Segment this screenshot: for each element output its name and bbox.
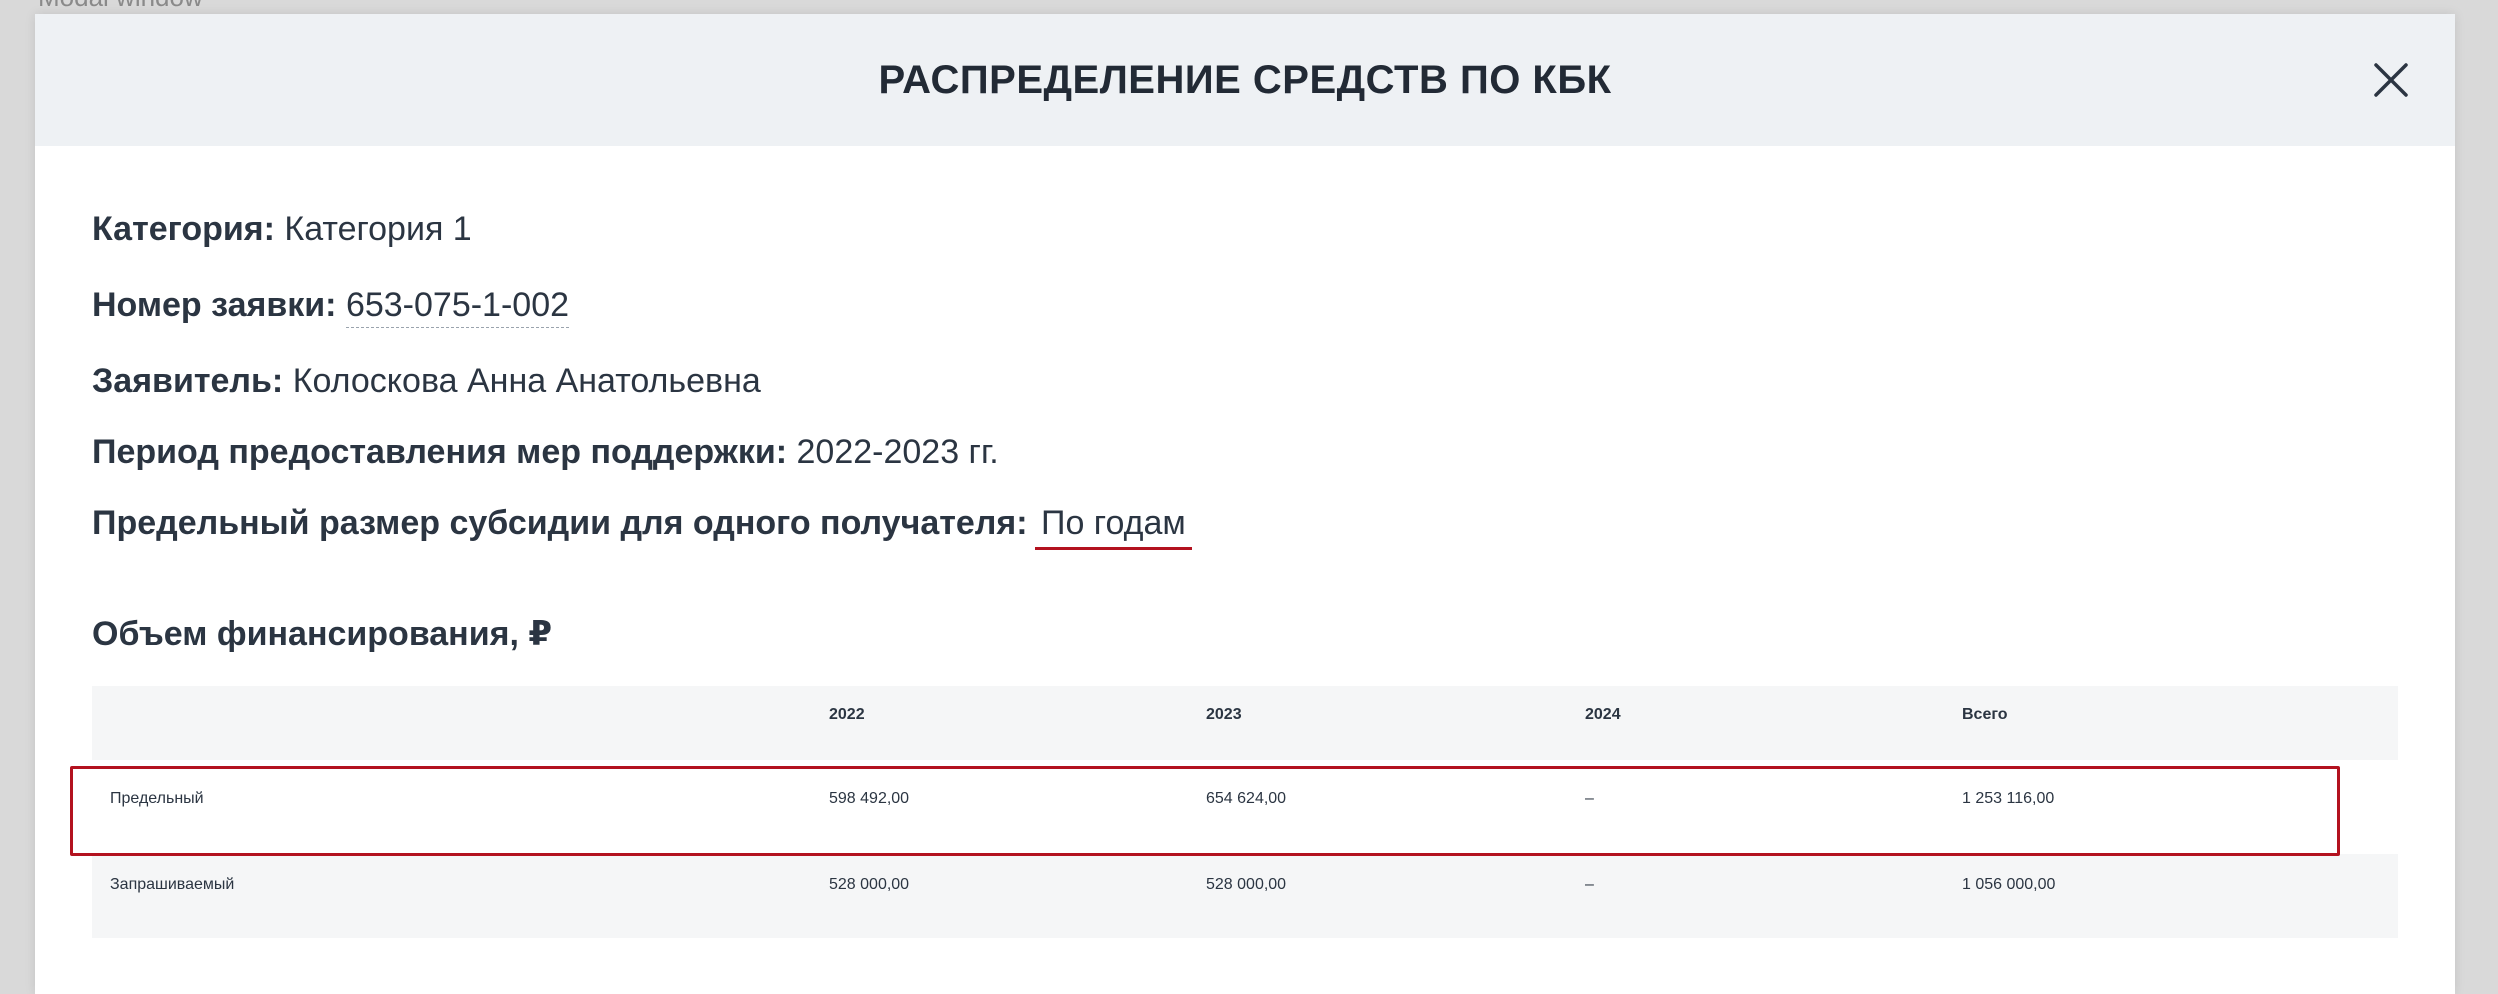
info-row-application-number: Номер заявки: 653-075-1-002 xyxy=(92,286,570,328)
period-label: Период предоставления мер поддержки: xyxy=(92,433,788,471)
close-icon xyxy=(2374,63,2408,97)
table-row-requested: Запрашиваемый 528 000,00 528 000,00 – 1 … xyxy=(92,854,2398,938)
application-number-link[interactable]: 653-075-1-002 xyxy=(345,286,570,328)
kbk-distribution-modal: РАСПРЕДЕЛЕНИЕ СРЕДСТВ ПО КБК Категория: … xyxy=(35,14,2455,994)
table-cell-2023: 528 000,00 xyxy=(1206,876,1287,893)
info-row-period: Период предоставления мер поддержки: 202… xyxy=(92,433,999,472)
category-label: Категория: xyxy=(92,210,275,248)
column-header-2023: 2023 xyxy=(1206,706,1242,723)
applicant-value: Колоскова Анна Анатольевна xyxy=(292,362,761,400)
table-cell-total: 1 253 116,00 xyxy=(1962,790,2055,807)
modal-title: РАСПРЕДЕЛЕНИЕ СРЕДСТВ ПО КБК xyxy=(878,57,1612,102)
table-cell-row-label: Предельный xyxy=(110,790,204,807)
subsidy-limit-label: Предельный размер субсидии для одного по… xyxy=(92,504,1028,542)
column-header-2024: 2024 xyxy=(1585,706,1621,723)
table-cell-2024: – xyxy=(1585,876,1594,893)
table-cell-2024: – xyxy=(1585,790,1594,807)
table-cell-total: 1 056 000,00 xyxy=(1962,876,2056,893)
info-row-subsidy-limit: Предельный размер субсидии для одного по… xyxy=(92,504,1192,550)
table-header-row: 2022 2023 2024 Всего xyxy=(92,686,2398,760)
subsidy-limit-value[interactable]: По годам xyxy=(1035,504,1192,550)
table-cell-2023: 654 624,00 xyxy=(1206,790,1287,807)
funding-section-title: Объем финансирования, ₽ xyxy=(92,615,553,653)
applicant-label: Заявитель: xyxy=(92,362,284,400)
close-button[interactable] xyxy=(2367,56,2415,104)
table-cell-2022: 528 000,00 xyxy=(829,876,910,893)
background-hint-text: Modal window xyxy=(38,0,203,13)
table-cell-row-label: Запрашиваемый xyxy=(110,876,235,893)
info-row-category: Категория: Категория 1 xyxy=(92,210,472,249)
column-header-2022: 2022 xyxy=(829,706,865,723)
column-header-total: Всего xyxy=(1962,706,2008,723)
info-row-applicant: Заявитель: Колоскова Анна Анатольевна xyxy=(92,362,761,401)
period-value: 2022-2023 гг. xyxy=(796,433,999,471)
application-number-label: Номер заявки: xyxy=(92,286,337,324)
funding-table: 2022 2023 2024 Всего Предельный 598 492,… xyxy=(70,686,2398,938)
table-row-limit: Предельный 598 492,00 654 624,00 – 1 253… xyxy=(92,766,2398,850)
modal-header: РАСПРЕДЕЛЕНИЕ СРЕДСТВ ПО КБК xyxy=(35,14,2455,146)
table-cell-2022: 598 492,00 xyxy=(829,790,910,807)
category-value: Категория 1 xyxy=(284,210,472,248)
